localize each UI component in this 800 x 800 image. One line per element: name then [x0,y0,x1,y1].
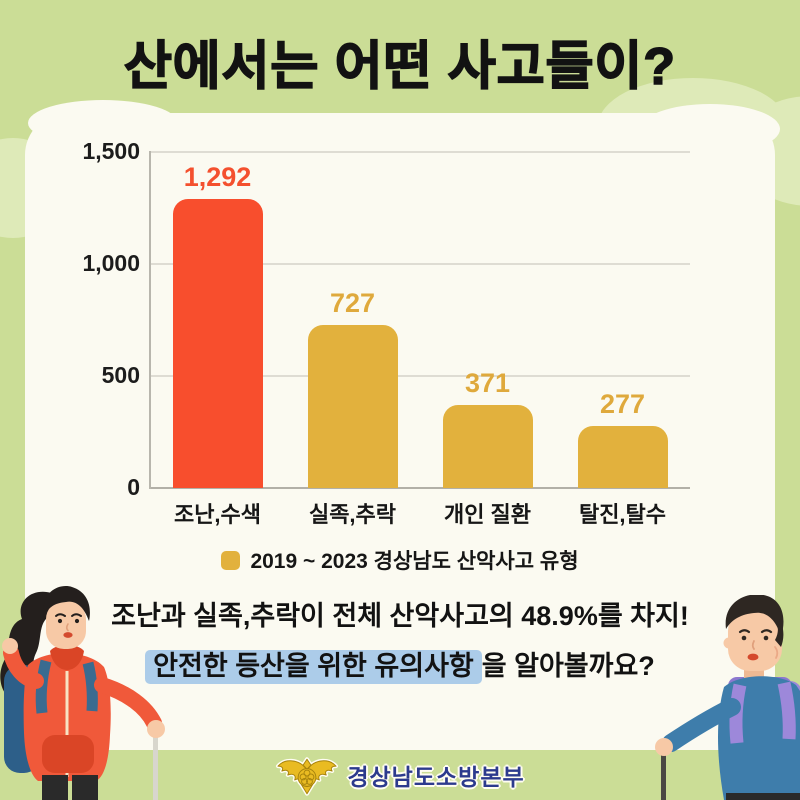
chart-legend: 2019 ~ 2023 경상남도 산악사고 유형 [25,545,775,575]
gridline [150,151,690,153]
chart-card: 1,500 1,000 500 0 1,292 조난,수색 727 실족,추락 371 개인 질환… [25,113,775,750]
hiker-woman-illustration [0,586,165,800]
bar [442,404,533,488]
y-axis-tick-label: 1,500 [82,138,140,164]
bar-category-label: 실족,추락 [308,502,397,527]
legend-swatch-icon [221,550,241,570]
gridline [150,263,690,265]
org-name: 경상남도소방본부 [347,764,525,790]
footer: 경상남도소방본부 [0,750,800,800]
bar-value-label: 727 [329,288,376,319]
y-axis-tick-label: 500 [101,362,140,388]
page-title: 산에서는 어떤 사고들이? [123,37,677,97]
bar [307,325,398,488]
gridline [150,375,690,377]
question-text: 안전한 등산을 위한 유의사항 을 알아볼까요? [25,644,775,684]
summary-text: 조난과 실족,추락이 전체 산악사고의 48.9%를 차지! [111,601,689,631]
gridline [150,487,690,489]
bar-category-label: 탈진,탈수 [578,502,667,527]
fire-service-eagle-emblem-icon [276,757,339,796]
question-text-rest: 을 알아볼까요? [481,651,655,681]
y-axis-tick-label: 1,000 [82,250,140,276]
legend-label: 2019 ~ 2023 경상남도 산악사고 유형 [250,550,579,573]
y-axis-tick-label: 0 [127,474,140,500]
bar-value-label: 1,292 [183,161,252,192]
bar-category-label: 개인 질환 [443,502,532,527]
bar [577,425,668,488]
bar-value-label: 277 [599,388,646,419]
highlighted-text: 안전한 등산을 위한 유의사항 [145,650,482,684]
bar [172,198,263,488]
bar-category-label: 조난,수색 [173,502,262,527]
y-axis-line [149,151,151,489]
hiker-man-illustration [655,595,800,800]
bar-value-label: 371 [464,367,511,398]
